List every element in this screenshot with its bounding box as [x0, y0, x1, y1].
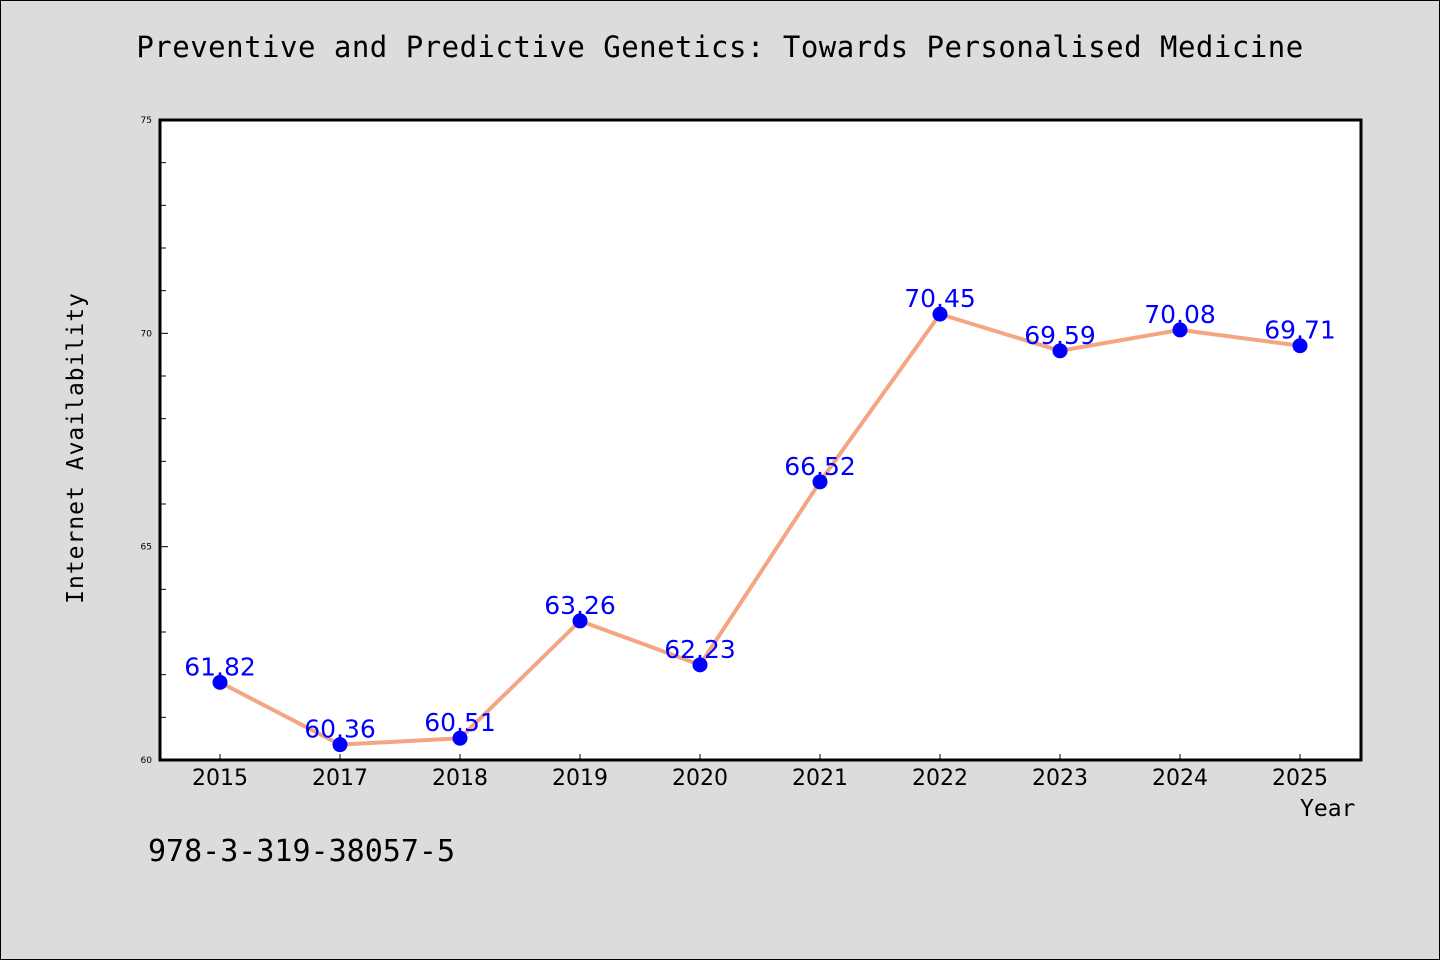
- y-tick-label: 65: [141, 543, 152, 553]
- x-tick-label: 2021: [792, 766, 848, 791]
- data-label: 60.36: [304, 715, 376, 744]
- y-tick-label: 70: [141, 329, 153, 339]
- data-label: 70.08: [1144, 300, 1216, 329]
- x-tick-label: 2020: [672, 766, 728, 791]
- data-point: [1292, 338, 1308, 354]
- data-label: 60.51: [424, 708, 496, 737]
- x-tick-label: 2024: [1152, 766, 1208, 791]
- data-point: [212, 674, 228, 690]
- data-point: [1052, 343, 1068, 359]
- data-point: [692, 657, 708, 673]
- x-tick-label: 2023: [1032, 766, 1088, 791]
- data-label: 63.26: [544, 591, 616, 620]
- x-axis-label: Year: [1300, 796, 1356, 822]
- data-label: 66.52: [784, 452, 856, 481]
- series-line: [219, 312, 1301, 747]
- plot-area: [160, 120, 1361, 760]
- data-point: [932, 306, 948, 322]
- data-label: 62.23: [664, 635, 736, 664]
- x-tick-label: 2022: [912, 766, 968, 791]
- data-label: 69.71: [1264, 316, 1336, 345]
- isbn-text: 978-3-319-38057-5: [148, 834, 456, 869]
- plot-border: [158, 118, 1363, 762]
- data-point: [332, 737, 348, 753]
- data-label: 69.59: [1024, 321, 1096, 350]
- y-tick-label: 75: [141, 116, 152, 126]
- data-label: 70.45: [904, 284, 976, 313]
- data-point: [812, 474, 828, 490]
- x-tick-label: 2018: [432, 766, 488, 791]
- x-tick-label: 2017: [312, 766, 368, 791]
- data-point: [1172, 322, 1188, 338]
- data-point: [452, 730, 468, 746]
- x-tick-label: 2019: [552, 766, 608, 791]
- y-tick-label: 60: [141, 756, 153, 766]
- data-point: [572, 613, 588, 629]
- x-tick-label: 2025: [1272, 766, 1328, 791]
- x-tick-label: 2015: [192, 766, 248, 791]
- data-label: 61.82: [184, 652, 256, 681]
- chart-title: Preventive and Predictive Genetics: Towa…: [136, 30, 1304, 64]
